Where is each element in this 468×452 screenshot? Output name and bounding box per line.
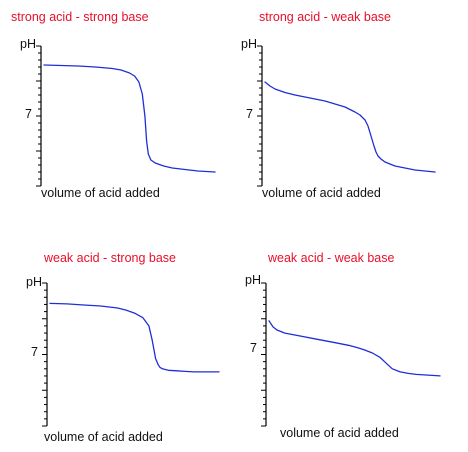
- titration-curve: [43, 64, 216, 173]
- y-tick-label: 7: [25, 107, 32, 121]
- y-axis-label: pH: [241, 37, 257, 51]
- chart-title: strong acid - strong base: [11, 10, 149, 24]
- y-tick-label: 7: [250, 341, 257, 355]
- x-axis-label: volume of acid added: [41, 186, 160, 200]
- chart-title: strong acid - weak base: [259, 10, 391, 24]
- y-tick-label: 7: [246, 107, 253, 121]
- chart-title: weak acid - weak base: [267, 251, 395, 265]
- titration-curve: [268, 320, 441, 377]
- titration-curve: [49, 302, 220, 373]
- x-axis-label: volume of acid added: [262, 186, 381, 200]
- chart-panel-4: weak acid - weak base pH 7 volume of acid a…: [245, 251, 441, 440]
- chart-title: weak acid - strong base: [43, 251, 176, 265]
- x-axis-label: volume of acid added: [44, 430, 163, 444]
- y-axis-label: pH: [20, 37, 36, 51]
- chart-panel-1: strong acid - strong base pH 7 volume of ac…: [11, 10, 216, 200]
- y-tick-label: 7: [31, 345, 38, 359]
- y-axis-label: pH: [245, 273, 261, 287]
- y-axis-label: pH: [26, 275, 42, 289]
- x-axis-label: volume of acid added: [280, 426, 399, 440]
- titration-curve: [264, 81, 436, 173]
